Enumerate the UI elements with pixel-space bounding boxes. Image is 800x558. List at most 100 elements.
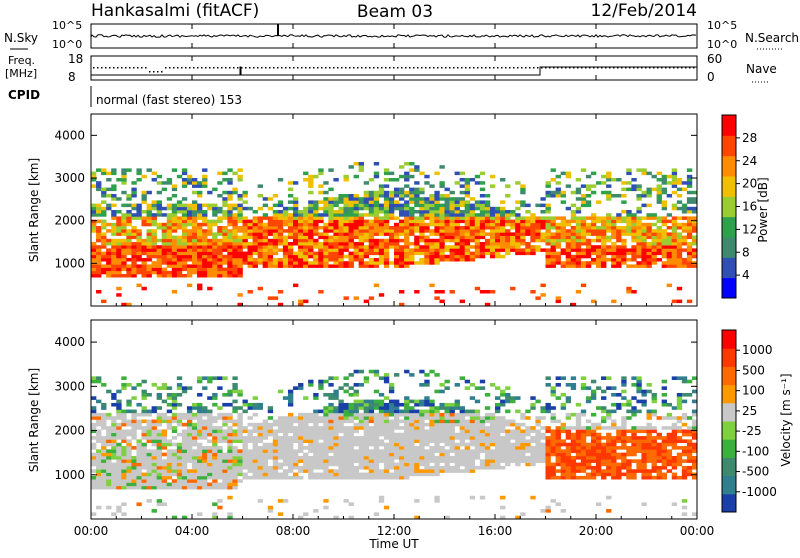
- echo-cell: [268, 261, 273, 265]
- echo-cell: [515, 446, 520, 450]
- echo-cell: [308, 191, 313, 195]
- echo-cell: [278, 473, 283, 477]
- echo-cell: [207, 433, 212, 437]
- echo-cell: [460, 436, 465, 440]
- echo-cell: [121, 473, 126, 477]
- echo-cell: [374, 162, 379, 166]
- echo-cell: [172, 463, 177, 467]
- echo-cell: [662, 245, 667, 249]
- echo-cell: [293, 229, 298, 233]
- echo-cell: [142, 380, 147, 384]
- echo-cell: [621, 226, 626, 230]
- echo-cell: [419, 416, 424, 420]
- echo-cell: [111, 446, 116, 450]
- echo-cell: [303, 220, 308, 224]
- echo-cell: [222, 216, 227, 220]
- echo-cell: [197, 463, 202, 467]
- echo-cell: [121, 456, 126, 460]
- echo-cell: [111, 197, 116, 201]
- echo-cell: [419, 226, 424, 230]
- echo-cell: [116, 506, 121, 510]
- echo-cell: [308, 449, 313, 453]
- echo-cell: [354, 469, 359, 473]
- echo-cell: [374, 456, 379, 460]
- echo-cell: [253, 449, 258, 453]
- echo-cell: [222, 226, 227, 230]
- echo-cell: [369, 223, 374, 227]
- echo-cell: [566, 433, 571, 437]
- nave-dot: [173, 67, 175, 69]
- echo-cell: [338, 245, 343, 249]
- echo-cell: [101, 453, 106, 457]
- echo-cell: [455, 466, 460, 470]
- echo-cell: [601, 242, 606, 246]
- echo-cell: [243, 426, 248, 430]
- echo-cell: [566, 446, 571, 450]
- echo-cell: [182, 390, 187, 394]
- echo-cell: [298, 429, 303, 433]
- echo-cell: [111, 456, 116, 460]
- echo-cell: [157, 200, 162, 204]
- echo-cell: [131, 463, 136, 467]
- echo-cell: [546, 194, 551, 198]
- echo-cell: [288, 213, 293, 217]
- echo-cell: [414, 439, 419, 443]
- echo-cell: [227, 390, 232, 394]
- echo-cell: [601, 443, 606, 447]
- echo-cell: [439, 466, 444, 470]
- nave-dot: [577, 67, 579, 69]
- echo-cell: [121, 463, 126, 467]
- echo-cell: [308, 433, 313, 437]
- echo-cell: [662, 200, 667, 204]
- echo-cell: [450, 406, 455, 410]
- nave-dot: [653, 67, 655, 69]
- echo-cell: [303, 226, 308, 230]
- echo-cell: [364, 204, 369, 208]
- echo-cell: [535, 220, 540, 224]
- echo-cell: [424, 466, 429, 470]
- echo-cell: [167, 416, 172, 420]
- echo-cell: [455, 213, 460, 217]
- echo-cell: [222, 204, 227, 208]
- echo-cell: [687, 223, 692, 227]
- echo-cell: [263, 433, 268, 437]
- echo-cell: [142, 456, 147, 460]
- echo-cell: [187, 245, 192, 249]
- echo-cell: [384, 213, 389, 217]
- echo-cell: [217, 264, 222, 268]
- echo-cell: [450, 420, 455, 424]
- echo-cell: [611, 216, 616, 220]
- echo-cell: [147, 236, 152, 240]
- echo-cell: [556, 396, 561, 400]
- echo-cell: [354, 210, 359, 214]
- echo-cell: [591, 261, 596, 265]
- echo-cell: [268, 242, 273, 246]
- echo-cell: [131, 486, 136, 490]
- echo-cell: [126, 242, 131, 246]
- echo-cell: [101, 200, 106, 204]
- echo-cell: [379, 242, 384, 246]
- echo-cell: [586, 400, 591, 404]
- echo-cell: [576, 264, 581, 268]
- echo-cell: [429, 194, 434, 198]
- echo-cell: [591, 473, 596, 477]
- echo-cell: [556, 181, 561, 185]
- echo-cell: [561, 456, 566, 460]
- echo-cell: [379, 423, 384, 427]
- echo-cell: [354, 473, 359, 477]
- echo-cell: [445, 420, 450, 424]
- echo-cell: [384, 207, 389, 211]
- echo-cell: [338, 386, 343, 390]
- echo-cell: [394, 456, 399, 460]
- echo-cell: [404, 396, 409, 400]
- echo-cell: [308, 248, 313, 252]
- echo-cell: [551, 416, 556, 420]
- echo-cell: [182, 268, 187, 272]
- echo-cell: [187, 232, 192, 236]
- echo-cell: [207, 459, 212, 463]
- echo-cell: [621, 473, 626, 477]
- echo-cell: [641, 255, 646, 258]
- echo-cell: [515, 226, 520, 230]
- echo-cell: [455, 245, 460, 249]
- echo-cell: [662, 264, 667, 268]
